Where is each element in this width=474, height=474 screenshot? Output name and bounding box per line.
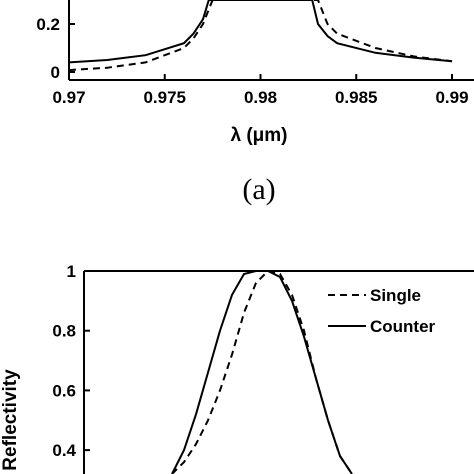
- x-tick-label: 0.985: [335, 88, 378, 107]
- y-tick-label: 0: [51, 63, 60, 82]
- y-axis-label: Reflectivity: [0, 369, 21, 471]
- y-tick-label: 0.4: [52, 441, 76, 460]
- chart-panel-a: 0.97 0.975 0.98 0.985 0.99 0 0.2 λ (μm) (a): [36, 0, 474, 206]
- y-tick-label: 0.2: [36, 15, 60, 34]
- x-tick-label: 0.99: [435, 88, 468, 107]
- series-group-a: [69, 0, 453, 72]
- x-tick-label: 0.97: [52, 88, 85, 107]
- series-line-single: [171, 271, 353, 474]
- legend-label-counter: Counter: [370, 317, 436, 336]
- ticks-a: 0.97 0.975 0.98 0.985 0.99 0 0.2: [36, 15, 468, 107]
- series-line-a-dashed: [69, 0, 453, 72]
- series-line-a-solid: [69, 0, 453, 64]
- ticks-b: 1 0.8 0.6 0.4: [52, 262, 90, 460]
- y-tick-label: 0.6: [52, 381, 76, 400]
- x-axis-label: λ (μm): [230, 125, 287, 146]
- x-tick-label: 0.975: [143, 88, 186, 107]
- legend: Single Counter: [328, 286, 436, 336]
- y-tick-label: 0.8: [52, 322, 76, 341]
- legend-label-single: Single: [370, 286, 421, 305]
- series-line-counter: [171, 271, 353, 474]
- chart-panel-b: 1 0.8 0.6 0.4 Reflectivity Single Counter: [0, 262, 474, 474]
- series-group-b: [171, 271, 353, 474]
- panel-label: (a): [242, 173, 275, 206]
- x-tick-label: 0.98: [244, 88, 277, 107]
- y-tick-label: 1: [67, 262, 76, 281]
